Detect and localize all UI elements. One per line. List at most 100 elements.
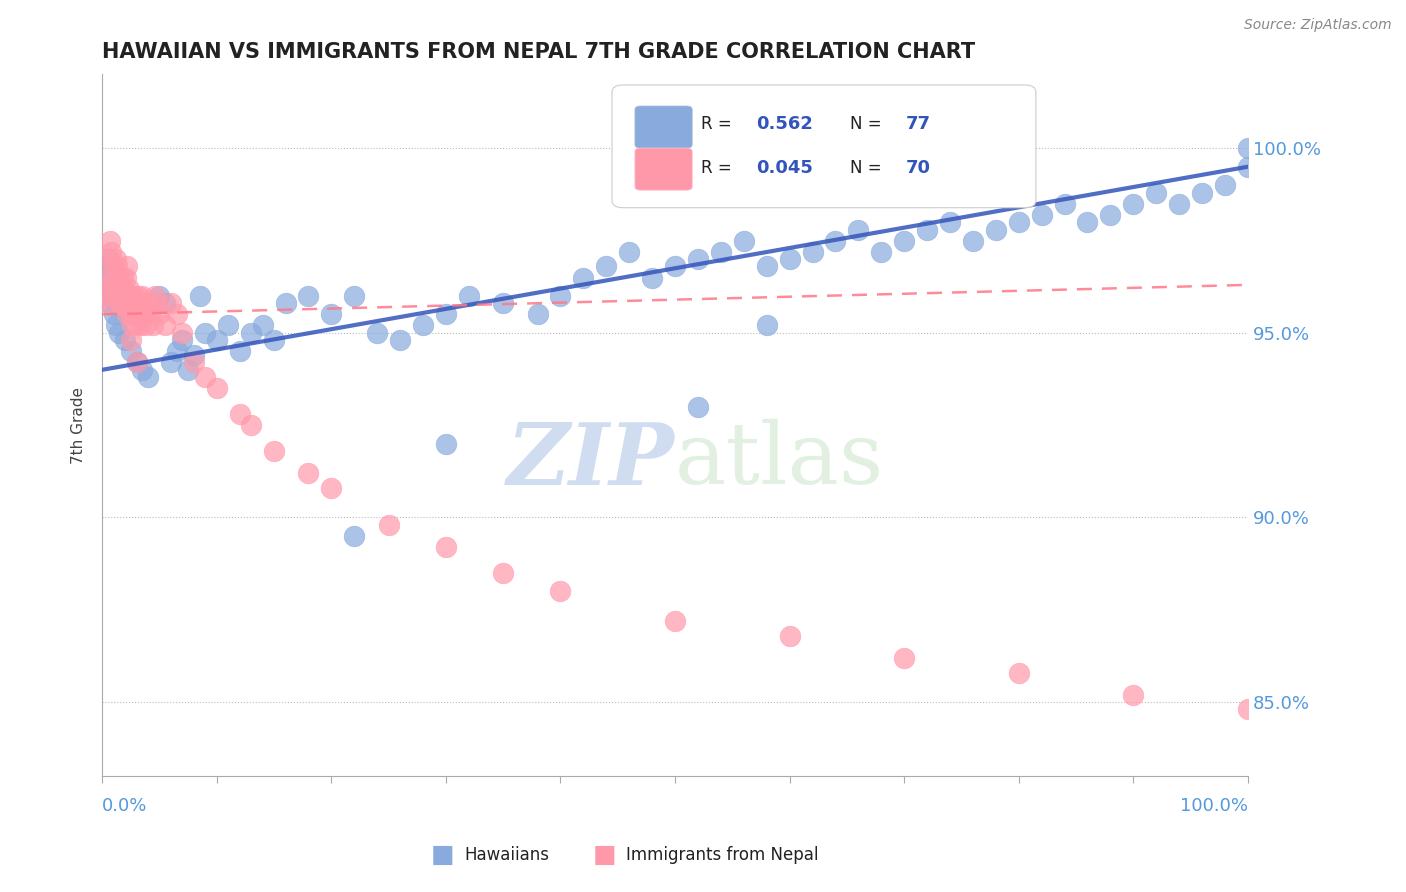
Text: ■: ■: [432, 843, 454, 866]
Point: [155, 296, 177, 310]
Point: [110, 296, 132, 310]
Point: [434, 436, 457, 450]
Point: [108, 296, 131, 310]
Point: [228, 344, 250, 359]
Point: [595, 260, 617, 274]
Text: N =: N =: [851, 114, 887, 133]
Point: [118, 296, 141, 310]
Text: 0.045: 0.045: [756, 159, 813, 177]
Point: [664, 260, 686, 274]
Point: [194, 370, 217, 384]
Text: HAWAIIAN VS IMMIGRANTS FROM NEPAL 7TH GRADE CORRELATION CHART: HAWAIIAN VS IMMIGRANTS FROM NEPAL 7TH GR…: [103, 42, 976, 62]
Point: [183, 348, 205, 362]
Point: [217, 318, 239, 333]
Point: [412, 318, 434, 333]
Point: [166, 344, 188, 359]
Point: [166, 307, 188, 321]
Point: [779, 252, 801, 266]
Point: [188, 289, 211, 303]
Point: [100, 244, 122, 259]
Point: [125, 355, 148, 369]
Point: [104, 282, 127, 296]
Point: [103, 307, 125, 321]
Point: [263, 444, 285, 458]
Point: [619, 244, 641, 259]
Point: [801, 244, 824, 259]
Point: [160, 355, 183, 369]
Text: ZIP: ZIP: [508, 418, 675, 502]
Point: [321, 307, 343, 321]
Point: [939, 215, 962, 229]
Text: N =: N =: [851, 159, 887, 177]
Point: [870, 244, 893, 259]
Point: [105, 260, 128, 274]
Point: [96, 260, 118, 274]
Point: [129, 318, 152, 333]
Point: [93, 289, 115, 303]
Point: [142, 318, 165, 333]
Point: [125, 318, 148, 333]
Point: [135, 318, 157, 333]
Point: [96, 296, 118, 310]
Point: [97, 252, 120, 266]
Point: [98, 252, 121, 266]
Point: [641, 270, 664, 285]
Point: [124, 296, 146, 310]
Point: [733, 234, 755, 248]
Text: 100.0%: 100.0%: [1180, 797, 1249, 815]
Point: [434, 540, 457, 554]
Point: [120, 344, 142, 359]
Point: [94, 282, 117, 296]
Text: 77: 77: [905, 114, 931, 133]
Point: [779, 629, 801, 643]
Point: [117, 282, 139, 296]
Y-axis label: 7th Grade: 7th Grade: [72, 387, 86, 464]
Point: [492, 566, 515, 580]
Point: [1144, 186, 1167, 200]
FancyBboxPatch shape: [636, 148, 692, 190]
Point: [98, 289, 121, 303]
Point: [160, 296, 183, 310]
Text: atlas: atlas: [675, 418, 884, 502]
Point: [103, 270, 125, 285]
Text: ■: ■: [593, 843, 616, 866]
Point: [321, 481, 343, 495]
Point: [125, 355, 148, 369]
FancyBboxPatch shape: [612, 85, 1036, 208]
Point: [129, 307, 152, 321]
Point: [893, 234, 915, 248]
Point: [117, 307, 139, 321]
Point: [755, 318, 778, 333]
Point: [343, 529, 366, 543]
Point: [1031, 208, 1053, 222]
Point: [120, 333, 142, 347]
Point: [131, 289, 153, 303]
Point: [155, 318, 177, 333]
Point: [377, 517, 399, 532]
Point: [1237, 141, 1260, 155]
Point: [389, 333, 412, 347]
Point: [1237, 160, 1260, 174]
Point: [112, 289, 135, 303]
Point: [205, 381, 228, 395]
Text: 0.0%: 0.0%: [103, 797, 148, 815]
Point: [114, 333, 136, 347]
Point: [274, 296, 297, 310]
Point: [263, 333, 285, 347]
Point: [492, 296, 515, 310]
Point: [136, 370, 159, 384]
Point: [252, 318, 274, 333]
Point: [121, 318, 143, 333]
Text: 70: 70: [905, 159, 931, 177]
Point: [111, 282, 134, 296]
Point: [114, 296, 136, 310]
Point: [664, 614, 686, 628]
Point: [1237, 702, 1260, 716]
Point: [122, 289, 145, 303]
Point: [132, 296, 155, 310]
Point: [1076, 215, 1098, 229]
Point: [1122, 688, 1144, 702]
Point: [1122, 196, 1144, 211]
Text: Source: ZipAtlas.com: Source: ZipAtlas.com: [1244, 18, 1392, 32]
Point: [134, 307, 156, 321]
